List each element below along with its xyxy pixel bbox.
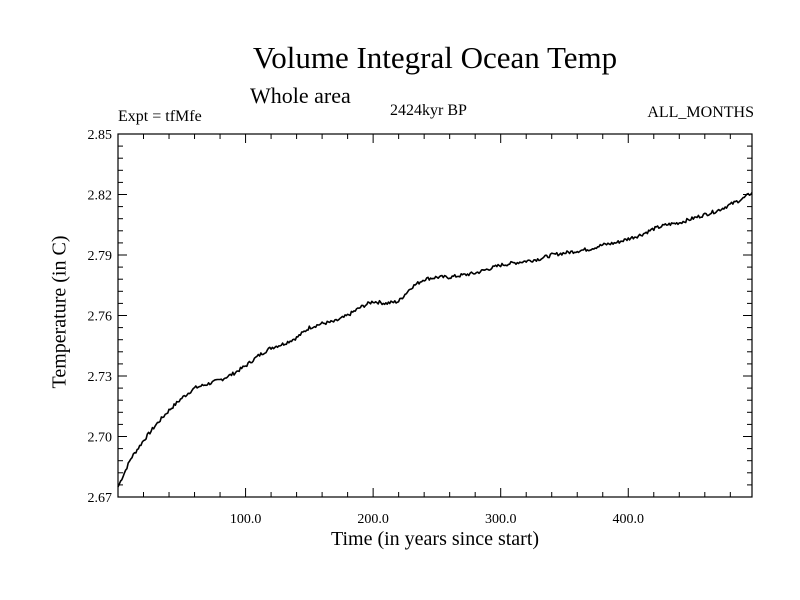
period-label: 2424kyr BP [390, 102, 467, 119]
y-tick-label: 2.79 [88, 249, 113, 264]
y-tick-label: 2.82 [88, 189, 113, 204]
chart-subtitle: Whole area [250, 83, 351, 108]
chart-title: Volume Integral Ocean Temp [252, 40, 618, 75]
tick-label-group: 100.0 200.0 300.0 400.0 2.67 2.70 2.73 2.76 2.79… [88, 128, 645, 527]
months-label: ALL_MONTHS [647, 104, 754, 121]
y-tick-label: 2.73 [88, 370, 113, 385]
y-axis-label: Temperature (in C) [48, 235, 71, 389]
y-tick-label: 2.76 [88, 310, 113, 325]
x-tick-label: 100.0 [230, 512, 262, 527]
x-tick-label: 300.0 [485, 512, 517, 527]
experiment-label: Expt = tfMfe [118, 108, 202, 125]
y-tick-label: 2.70 [88, 431, 113, 446]
x-axis-label: Time (in years since start) [330, 528, 540, 550]
temperature-series-line [117, 192, 753, 488]
tick-group [118, 133, 752, 498]
y-tick-label: 2.67 [88, 491, 113, 506]
x-tick-label: 400.0 [613, 512, 645, 527]
plot-frame [117, 133, 753, 498]
y-tick-label: 2.85 [88, 128, 113, 143]
x-tick-label: 200.0 [357, 512, 389, 527]
